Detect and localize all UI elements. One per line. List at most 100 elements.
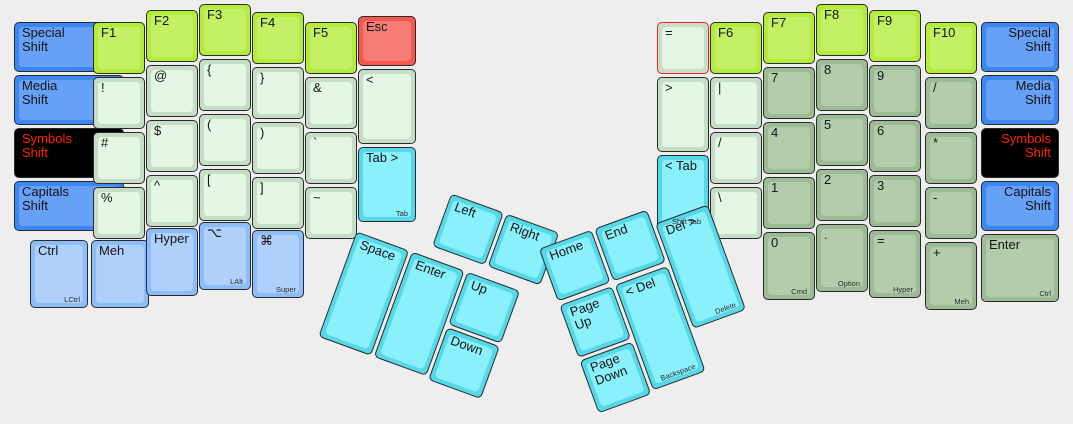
keycap-surface	[715, 82, 757, 124]
key-percent[interactable]: %	[93, 187, 145, 239]
key-f7[interactable]: F7	[763, 12, 815, 64]
key-symbols-shift-r[interactable]: Symbols Shift	[981, 128, 1059, 178]
keycap-surface	[986, 80, 1054, 120]
key-plus[interactable]: + Meh	[925, 242, 977, 310]
key-label: @	[154, 68, 168, 83]
key-caret[interactable]: ^	[146, 175, 198, 227]
key-paren-open[interactable]: (	[199, 114, 251, 166]
keycap-surface	[363, 21, 411, 61]
key-tab-back[interactable]: < Tab Shift Tab	[657, 155, 709, 230]
key-label: F10	[933, 25, 956, 40]
key-exclam[interactable]: !	[93, 77, 145, 129]
key-num8[interactable]: 8	[816, 59, 868, 111]
key-label: $	[154, 123, 162, 138]
key-dollar[interactable]: $	[146, 120, 198, 172]
key-label: ⌘	[260, 233, 273, 248]
key-slash[interactable]: /	[710, 132, 762, 184]
key-pipe[interactable]: |	[710, 77, 762, 129]
key-label: F2	[154, 13, 170, 28]
key-bracket-open[interactable]: [	[199, 169, 251, 221]
key-hyper[interactable]: Hyper	[146, 228, 198, 296]
keycap-surface	[151, 180, 193, 222]
key-num5[interactable]: 5	[816, 114, 868, 166]
keycap-surface	[874, 180, 916, 222]
keycap-surface	[715, 137, 757, 179]
key-backtick[interactable]: `	[305, 132, 357, 184]
key-ampersand[interactable]: &	[305, 77, 357, 129]
keycap-surface	[715, 27, 757, 69]
key-f10[interactable]: F10	[925, 22, 977, 74]
key-super[interactable]: ⌘ Super	[252, 230, 304, 298]
key-num4[interactable]: 4	[763, 122, 815, 174]
key-label: `	[313, 135, 318, 150]
key-enter[interactable]: Enter Ctrl	[981, 234, 1059, 302]
key-num3[interactable]: 3	[869, 175, 921, 227]
keycap-surface	[662, 82, 704, 147]
key-multiply[interactable]: *	[925, 132, 977, 184]
key-bracket-close[interactable]: ]	[252, 177, 304, 229]
key-brace-open[interactable]: {	[199, 59, 251, 111]
key-f8[interactable]: F8	[816, 4, 868, 56]
key-label: /	[933, 80, 937, 95]
key-label: Hyper	[154, 231, 189, 246]
key-period[interactable]: . Option	[816, 224, 868, 292]
key-hash[interactable]: #	[93, 132, 145, 184]
keycap-surface	[310, 137, 352, 179]
key-minus[interactable]: -	[925, 187, 977, 239]
key-ctrl[interactable]: Ctrl LCtrl	[30, 240, 88, 308]
key-label: F3	[207, 7, 223, 22]
keycap-surface	[257, 127, 299, 169]
key-paren-close[interactable]: )	[252, 122, 304, 174]
key-label: *	[933, 135, 939, 150]
key-f2[interactable]: F2	[146, 10, 198, 62]
key-left-alt[interactable]: ⌥ LAlt	[199, 222, 251, 290]
key-num7[interactable]: 7	[763, 67, 815, 119]
key-f1[interactable]: F1	[93, 22, 145, 74]
keycap-surface	[821, 119, 863, 161]
key-tilde[interactable]: ~	[305, 187, 357, 239]
key-brace-close[interactable]: }	[252, 67, 304, 119]
keycap-surface	[98, 82, 140, 124]
keycap-surface	[662, 27, 704, 69]
key-label: 3	[877, 178, 885, 193]
key-less-than[interactable]: <	[358, 69, 416, 144]
key-label: )	[260, 125, 265, 140]
key-media-shift-r[interactable]: Media Shift	[981, 75, 1059, 125]
key-f5[interactable]: F5	[305, 22, 357, 74]
key-divide[interactable]: /	[925, 77, 977, 129]
key-greater-than[interactable]: >	[657, 77, 709, 152]
key-equals-np[interactable]: = Hyper	[869, 230, 921, 298]
key-num1[interactable]: 1	[763, 177, 815, 229]
key-f3[interactable]: F3	[199, 4, 251, 56]
key-f4[interactable]: F4	[252, 12, 304, 64]
key-sublabel: Ctrl	[1039, 289, 1051, 298]
key-capitals-shift-r[interactable]: Capitals Shift	[981, 181, 1059, 231]
keycap-surface	[96, 245, 144, 303]
key-label: Capitals Shift	[22, 184, 69, 213]
key-label: =	[665, 25, 673, 40]
keycap-surface	[821, 9, 863, 51]
keycap-surface	[600, 215, 660, 275]
key-special-shift-r[interactable]: Special Shift	[981, 22, 1059, 72]
key-label: -	[933, 190, 938, 205]
key-num6[interactable]: 6	[869, 120, 921, 172]
key-esc[interactable]: Esc	[358, 16, 416, 66]
key-f6[interactable]: F6	[710, 22, 762, 74]
keycap-surface	[310, 27, 352, 69]
key-num2[interactable]: 2	[816, 169, 868, 221]
key-label: Capitals Shift	[1004, 184, 1051, 213]
keycap-surface	[930, 192, 972, 234]
key-f9[interactable]: F9	[869, 10, 921, 62]
keycap-surface	[363, 152, 411, 217]
key-tab-forward[interactable]: Tab > Tab	[358, 147, 416, 222]
keycap-surface	[310, 192, 352, 234]
key-label: }	[260, 70, 265, 85]
key-meh[interactable]: Meh	[91, 240, 149, 308]
key-equals[interactable]: =	[657, 22, 709, 74]
keycap-surface	[986, 27, 1054, 67]
key-backslash[interactable]: \	[710, 187, 762, 239]
key-label: Ctrl	[38, 243, 59, 258]
key-at[interactable]: @	[146, 65, 198, 117]
key-num0[interactable]: 0 Cmd	[763, 232, 815, 300]
key-num9[interactable]: 9	[869, 65, 921, 117]
